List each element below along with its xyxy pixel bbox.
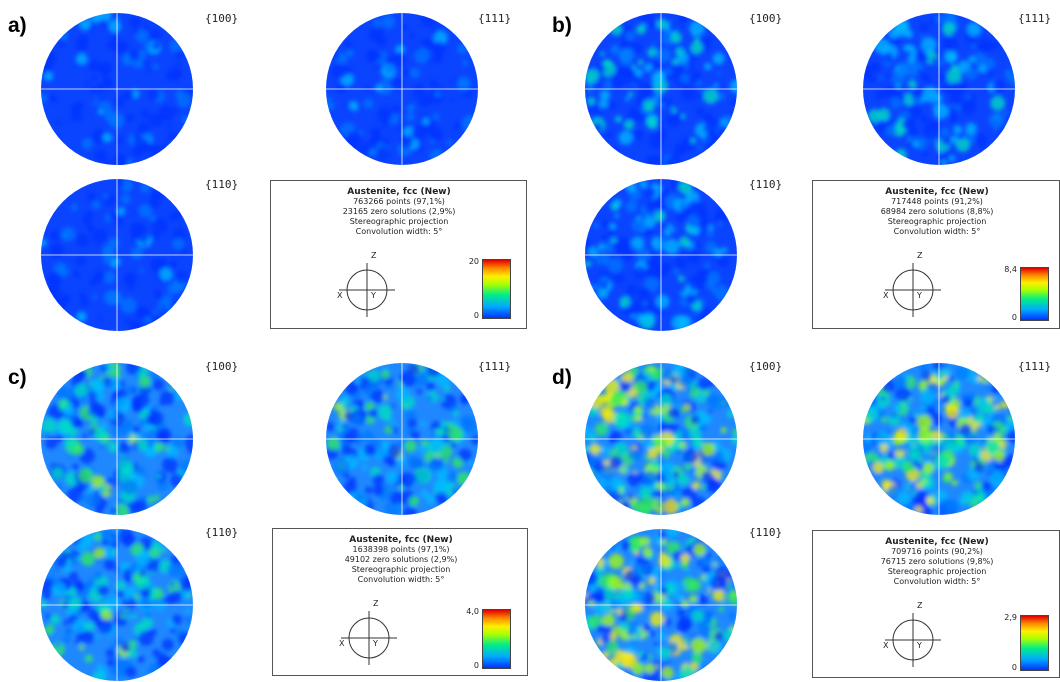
info-zero-solutions: 23165 zero solutions (2,9%) [342, 207, 456, 216]
sample-axes-icon [885, 263, 941, 317]
pole-figure-110 [584, 178, 738, 332]
pole-figure-label-100: {100} [749, 360, 783, 373]
axis-label-x: X [339, 639, 345, 648]
legend-max-value: 2,9 [1004, 613, 1017, 622]
axis-label-y: Y [373, 639, 378, 648]
panel-a: a) {100} {111} {110} Austenite, fcc (New… [0, 0, 530, 340]
axis-label-y: Y [917, 291, 922, 300]
pole-figure-110 [40, 178, 194, 332]
info-title: Austenite, fcc (New) [349, 535, 453, 545]
color-legend-bar [482, 259, 511, 319]
axis-label-z: Z [917, 601, 923, 610]
info-convolution: Convolution width: 5° [893, 577, 981, 586]
axis-label-x: X [337, 291, 343, 300]
panel-letter: d) [552, 366, 572, 389]
info-title: Austenite, fcc (New) [347, 187, 451, 197]
info-points: 717448 points (91,2%) [891, 197, 983, 206]
pole-figure-110 [40, 528, 194, 682]
info-box: Austenite, fcc (New) 709716 points (90,2… [812, 530, 1060, 678]
pole-figure-100 [40, 12, 194, 166]
info-projection: Stereographic projection [351, 565, 451, 574]
panel-letter: b) [552, 14, 572, 37]
legend-max-value: 20 [468, 257, 479, 266]
pole-figure-label-100: {100} [205, 360, 239, 373]
legend-max-value: 8,4 [1004, 265, 1017, 274]
pole-figure-110 [584, 528, 738, 682]
info-zero-solutions: 68984 zero solutions (8,8%) [880, 207, 994, 216]
pole-figure-111 [862, 362, 1016, 516]
legend-min-value: 0 [473, 311, 479, 320]
pole-figure-label-111: {111} [478, 12, 512, 25]
pole-figure-111 [862, 12, 1016, 166]
color-legend-bar [482, 609, 511, 669]
panel-letter: a) [8, 14, 27, 37]
info-points: 1638398 points (97,1%) [352, 545, 450, 554]
pole-figure-111 [325, 362, 479, 516]
info-title: Austenite, fcc (New) [885, 187, 989, 197]
info-box: Austenite, fcc (New) 763266 points (97,1… [270, 180, 527, 329]
pole-figure-100 [584, 12, 738, 166]
pole-figure-label-111: {111} [1018, 12, 1052, 25]
info-convolution: Convolution width: 5° [357, 575, 445, 584]
pole-figure-100 [40, 362, 194, 516]
info-title: Austenite, fcc (New) [885, 537, 989, 547]
panel-d: d) {100} {111} {110} Austenite, fcc (New… [544, 350, 1060, 682]
axis-label-z: Z [917, 251, 923, 260]
sample-axes-icon [339, 263, 395, 317]
axis-label-z: Z [371, 251, 377, 260]
pole-figure-label-100: {100} [749, 12, 783, 25]
axis-label-x: X [883, 291, 889, 300]
info-projection: Stereographic projection [349, 217, 449, 226]
sample-axes-icon [341, 611, 397, 665]
pole-figure-label-110: {110} [749, 526, 783, 539]
info-projection: Stereographic projection [887, 567, 987, 576]
pole-figure-label-110: {110} [205, 178, 239, 191]
info-convolution: Convolution width: 5° [355, 227, 443, 236]
info-box: Austenite, fcc (New) 1638398 points (97,… [272, 528, 528, 676]
info-convolution: Convolution width: 5° [893, 227, 981, 236]
pole-figure-label-111: {111} [478, 360, 512, 373]
info-zero-solutions: 49102 zero solutions (2,9%) [344, 555, 458, 564]
color-legend-bar [1020, 267, 1049, 321]
pole-figure-111 [325, 12, 479, 166]
axis-label-x: X [883, 641, 889, 650]
info-points: 763266 points (97,1%) [353, 197, 445, 206]
legend-min-value: 0 [1011, 663, 1017, 672]
legend-min-value: 0 [1011, 313, 1017, 322]
legend-max-value: 4,0 [466, 607, 479, 616]
pole-figure-100 [584, 362, 738, 516]
pole-figure-label-110: {110} [205, 526, 239, 539]
axis-label-y: Y [371, 291, 376, 300]
info-projection: Stereographic projection [887, 217, 987, 226]
panel-c: c) {100} {111} {110} Austenite, fcc (New… [0, 350, 530, 682]
sample-axes-icon [885, 613, 941, 667]
pole-figure-label-100: {100} [205, 12, 239, 25]
axis-label-y: Y [917, 641, 922, 650]
legend-min-value: 0 [473, 661, 479, 670]
panel-b: b) {100} {111} {110} Austenite, fcc (New… [544, 0, 1060, 340]
info-zero-solutions: 76715 zero solutions (9,8%) [880, 557, 994, 566]
pole-figure-label-110: {110} [749, 178, 783, 191]
pole-figure-label-111: {111} [1018, 360, 1052, 373]
axis-label-z: Z [373, 599, 379, 608]
color-legend-bar [1020, 615, 1049, 671]
panel-letter: c) [8, 366, 27, 389]
info-box: Austenite, fcc (New) 717448 points (91,2… [812, 180, 1060, 329]
info-points: 709716 points (90,2%) [891, 547, 983, 556]
